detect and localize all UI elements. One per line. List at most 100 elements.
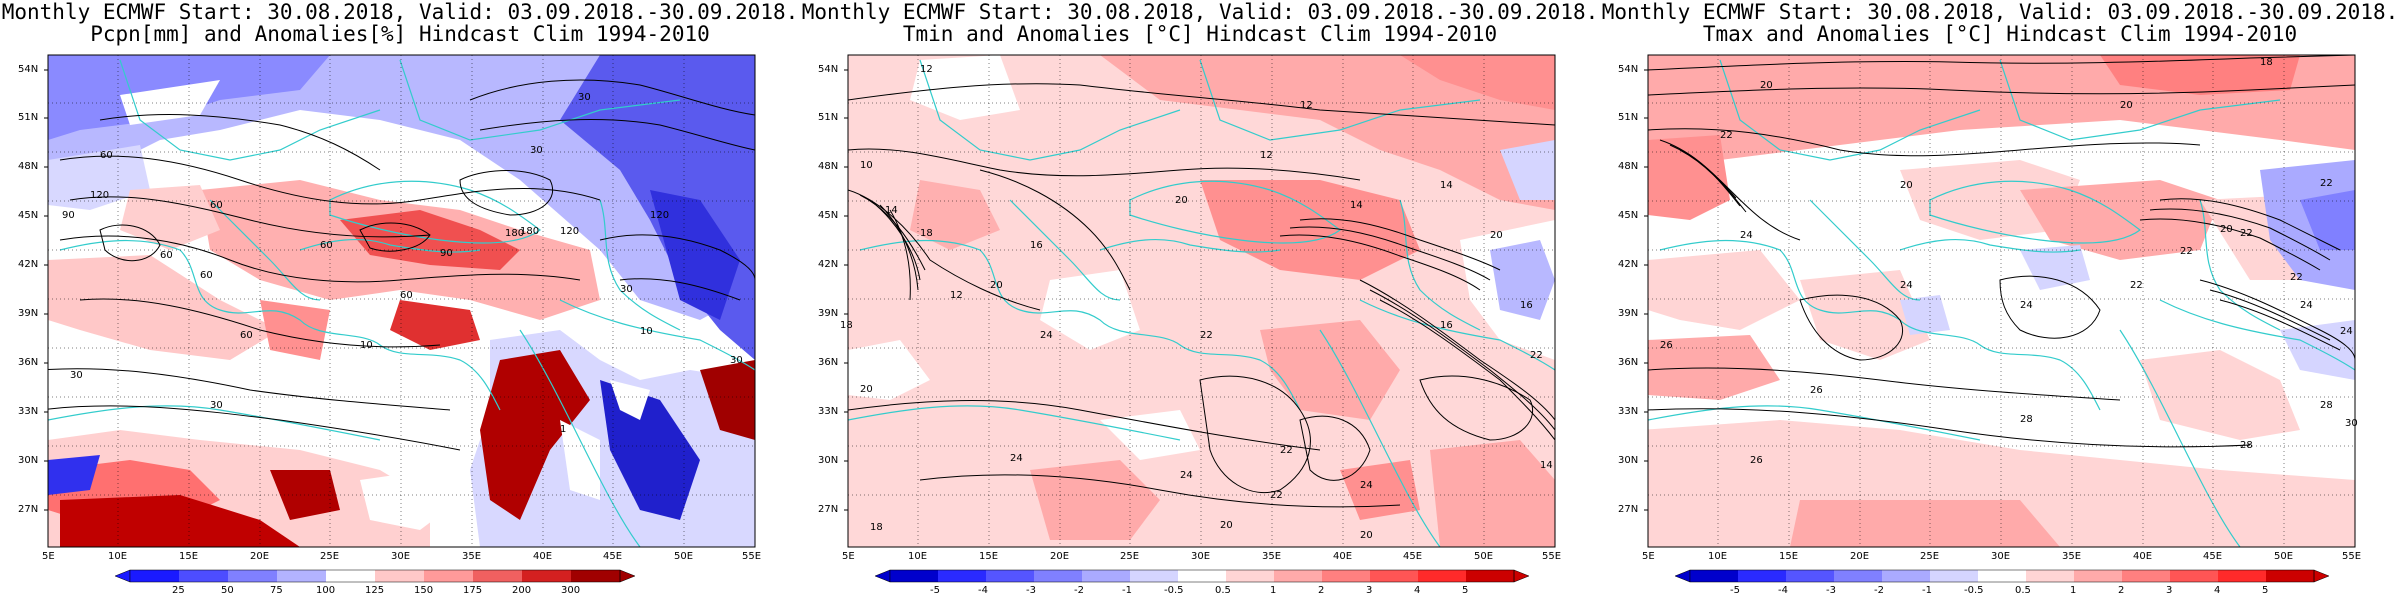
contour-label: 22 xyxy=(2240,228,2253,239)
lon-label: 25E xyxy=(320,551,340,562)
lon-label: 20E xyxy=(1850,551,1870,562)
lat-label: 54N xyxy=(1618,64,1639,75)
contour-label: 28 xyxy=(2320,400,2333,411)
contour-label: 20 xyxy=(1760,80,1773,91)
colorbar-tick-label: 125 xyxy=(365,585,385,596)
contour-label: 20 xyxy=(1175,195,1188,206)
contour-label: 180 xyxy=(520,226,540,237)
contour-label: 16 xyxy=(1440,320,1453,331)
colorbar xyxy=(1674,569,2330,583)
contour-label: 120 xyxy=(560,226,580,237)
contour-label: 24 xyxy=(2300,300,2313,311)
colorbar-tick-label: 150 xyxy=(414,585,434,596)
colorbar-tick-label: 100 xyxy=(316,585,336,596)
lon-label: 35E xyxy=(1262,551,1282,562)
lon-label: 5E xyxy=(842,551,855,562)
contour-label: 26 xyxy=(1660,340,1673,351)
lat-label: 27N xyxy=(1618,504,1639,515)
contour-label: 120 xyxy=(90,190,110,201)
colorbar-tick-label: -0.5 xyxy=(1164,585,1184,596)
colorbar-tick-label: 175 xyxy=(463,585,483,596)
lat-label: 54N xyxy=(818,64,839,75)
contour-label: 22 xyxy=(2290,272,2303,283)
contour-label: 30 xyxy=(620,284,633,295)
lon-label: 25E xyxy=(1120,551,1140,562)
colorbar-tick-label: 4 xyxy=(2214,585,2221,596)
contour-label: 60 xyxy=(100,150,113,161)
lon-label: 55E xyxy=(1542,551,1562,562)
panel-title-line2: Tmin and Anomalies [°C] Hindcast Clim 19… xyxy=(902,22,1498,46)
contour-label: 16 xyxy=(1520,300,1533,311)
colorbar-tick-label: 1 xyxy=(1270,585,1277,596)
contour-label: 10 xyxy=(860,160,873,171)
lon-label: 50E xyxy=(674,551,694,562)
contour-label: 22 xyxy=(2130,280,2143,291)
lat-label: 48N xyxy=(818,161,839,172)
lon-label: 10E xyxy=(1708,551,1728,562)
colorbar-tick-label: 3 xyxy=(2166,585,2173,596)
lon-label: 15E xyxy=(179,551,199,562)
lon-label: 5E xyxy=(1642,551,1655,562)
lon-label: 20E xyxy=(1050,551,1070,562)
contour-label: 20 xyxy=(2120,100,2133,111)
contour-label: 60 xyxy=(200,270,213,281)
lon-label: 15E xyxy=(979,551,999,562)
lat-label: 54N xyxy=(18,64,39,75)
contour-label: 22 xyxy=(2320,178,2333,189)
contour-label: 22 xyxy=(1270,490,1283,501)
colorbar-tick-label: -1 xyxy=(1922,585,1932,596)
contour-label: 12 xyxy=(1260,150,1273,161)
contour-label: 28 xyxy=(2240,440,2253,451)
colorbar xyxy=(874,569,1530,583)
colorbar-tick-label: -0.5 xyxy=(1964,585,1984,596)
colorbar-tick-label: -1 xyxy=(1122,585,1132,596)
contour-label: 20 xyxy=(990,280,1003,291)
panel-tmax: Monthly ECMWF Start: 30.08.2018, Valid: … xyxy=(1600,0,2400,600)
lon-label: 35E xyxy=(2062,551,2082,562)
colorbar-tick-label: -4 xyxy=(978,585,988,596)
colorbar-tick-label: 2 xyxy=(1318,585,1325,596)
lon-label: 40E xyxy=(1333,551,1353,562)
contour-label: 12 xyxy=(1300,100,1313,111)
colorbar-tick-label: -2 xyxy=(1874,585,1884,596)
lat-label: 45N xyxy=(818,210,839,221)
lon-label: 30E xyxy=(1191,551,1211,562)
contour-label: 22 xyxy=(1200,330,1213,341)
lon-label: 20E xyxy=(250,551,270,562)
panel-title-line1: Monthly ECMWF Start: 30.08.2018, Valid: … xyxy=(801,0,1599,24)
lon-label: 30E xyxy=(1991,551,2011,562)
lon-label: 5E xyxy=(42,551,55,562)
colorbar-tick-label: 0.5 xyxy=(1215,585,1231,596)
panel-title-line2: Pcpn[mm] and Anomalies[%] Hindcast Clim … xyxy=(90,22,710,46)
colorbar-tick-label: 200 xyxy=(512,585,532,596)
contour-label: 180 xyxy=(505,228,525,239)
colorbar xyxy=(114,569,636,583)
contour-label: 20 xyxy=(860,384,873,395)
colorbar-tick-label: -3 xyxy=(1026,585,1036,596)
lat-label: 48N xyxy=(1618,161,1639,172)
contour-label: 20 xyxy=(1490,230,1503,241)
contour-label: 18 xyxy=(2260,57,2273,68)
contour-label: 20 xyxy=(1220,520,1233,531)
lat-label: 42N xyxy=(818,259,839,270)
contour-label: 10 xyxy=(640,326,653,337)
lat-label: 42N xyxy=(1618,259,1639,270)
contour-label: 22 xyxy=(1720,130,1733,141)
contour-label: 30 xyxy=(2345,418,2358,429)
lon-label: 40E xyxy=(2133,551,2153,562)
lat-label: 36N xyxy=(18,357,39,368)
lon-label: 45E xyxy=(1403,551,1423,562)
lat-label: 30N xyxy=(818,455,839,466)
contour-label: 60 xyxy=(240,330,253,341)
lat-label: 42N xyxy=(18,259,39,270)
lon-label: 50E xyxy=(2274,551,2294,562)
lat-label: 48N xyxy=(18,161,39,172)
panel-precipitation: Monthly ECMWF Start: 30.08.2018, Valid: … xyxy=(0,0,800,600)
contour-label: 12 xyxy=(920,64,933,75)
lat-label: 33N xyxy=(818,406,839,417)
contour-label: 30 xyxy=(730,355,743,366)
lon-label: 55E xyxy=(742,551,762,562)
lat-label: 30N xyxy=(1618,455,1639,466)
contour-label: 14 xyxy=(1350,200,1363,211)
lon-label: 35E xyxy=(462,551,482,562)
